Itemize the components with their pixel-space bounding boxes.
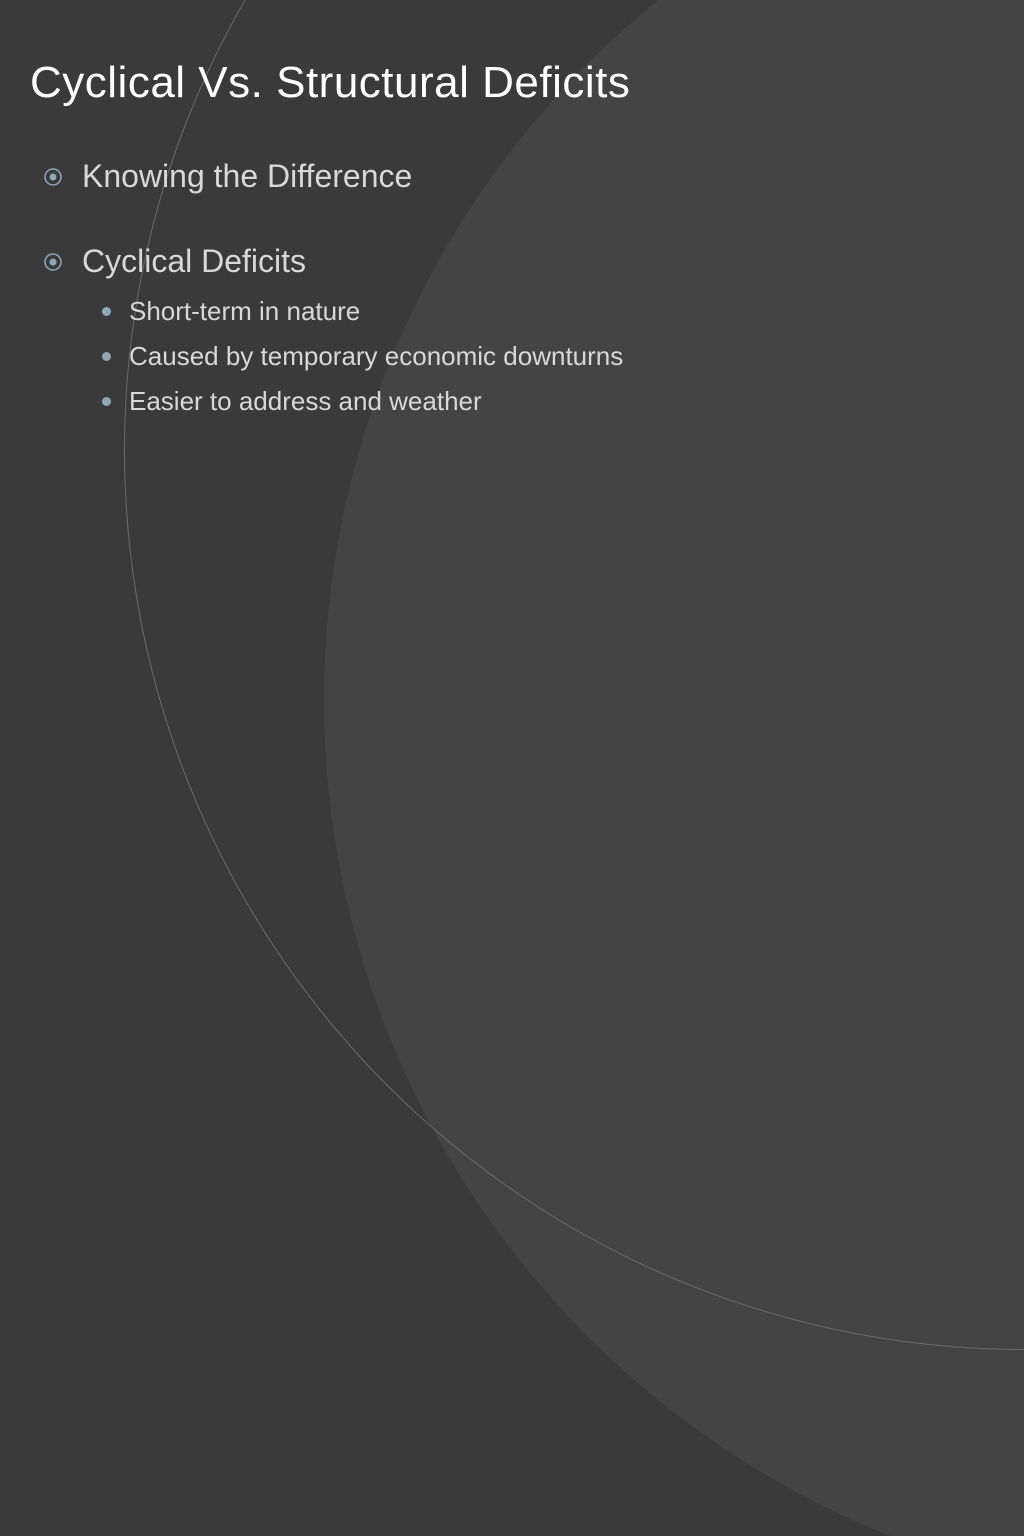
target-bullet-icon [44, 168, 62, 186]
slide-title: Cyclical Vs. Structural Deficits [30, 58, 994, 108]
sub-list-item: Short-term in nature [102, 296, 994, 327]
sub-list-item: Easier to address and weather [102, 386, 994, 417]
bullet-list: Knowing the Difference Cyclical Deficits… [30, 158, 994, 417]
sub-list-item: Caused by temporary economic downturns [102, 341, 994, 372]
list-item: Knowing the Difference [44, 158, 994, 195]
list-item-label: Cyclical Deficits [82, 243, 306, 280]
list-item: Cyclical Deficits [44, 243, 994, 280]
dot-bullet-icon [102, 307, 111, 316]
dot-bullet-icon [102, 352, 111, 361]
sub-list-item-label: Short-term in nature [129, 296, 360, 327]
slide-content: Cyclical Vs. Structural Deficits Knowing… [0, 0, 1024, 461]
list-item-label: Knowing the Difference [82, 158, 412, 195]
sub-bullet-list: Short-term in nature Caused by temporary… [44, 296, 994, 417]
sub-list-item-label: Easier to address and weather [129, 386, 482, 417]
dot-bullet-icon [102, 397, 111, 406]
target-bullet-icon [44, 253, 62, 271]
sub-list-item-label: Caused by temporary economic downturns [129, 341, 623, 372]
